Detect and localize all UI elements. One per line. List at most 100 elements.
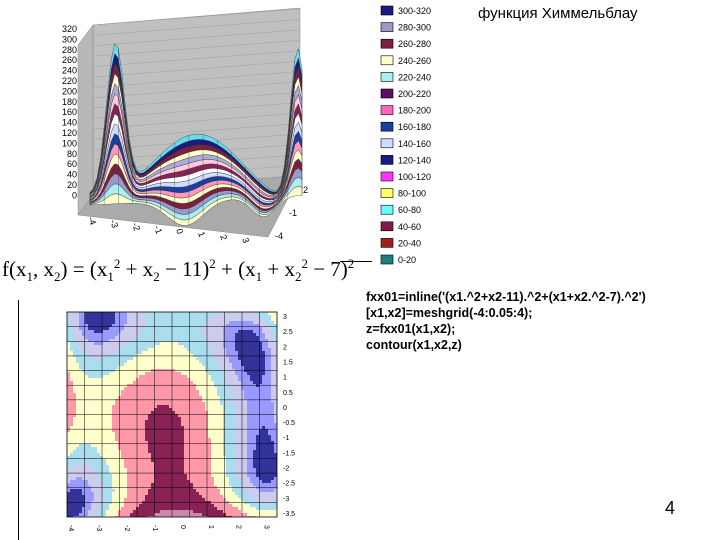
contour-cell (148, 336, 151, 339)
contour-cell (211, 495, 214, 498)
contour-cell (166, 321, 169, 324)
contour-cell (136, 495, 139, 498)
contour-cell (139, 462, 142, 465)
contour-cell (268, 489, 271, 492)
contour-cell (148, 435, 151, 438)
contour-cell (115, 441, 118, 444)
contour-cell (253, 354, 256, 357)
contour-cell (175, 378, 178, 381)
contour-cell (256, 315, 259, 318)
contour-cell (73, 366, 76, 369)
contour-cell (229, 480, 232, 483)
contour-cell (139, 312, 142, 315)
contour-cell (172, 402, 175, 405)
contour-cell (148, 339, 151, 342)
contour-cell (232, 516, 235, 517)
contour-cell (124, 345, 127, 348)
contour-cell (154, 465, 157, 468)
contour-cell (70, 390, 73, 393)
contour-cell (82, 315, 85, 318)
contour-cell (130, 381, 133, 384)
contour-cell (259, 468, 262, 471)
contour-cell (133, 474, 136, 477)
contour-cell (79, 441, 82, 444)
contour-cell (142, 363, 145, 366)
contour-cell (154, 444, 157, 447)
contour-cell (205, 384, 208, 387)
contour-cell (178, 318, 181, 321)
contour-cell (265, 354, 268, 357)
contour-cell (178, 363, 181, 366)
contour-cell (100, 420, 103, 423)
contour-cell (85, 414, 88, 417)
contour-cell (73, 483, 76, 486)
contour-cell (253, 327, 256, 330)
contour-cell (238, 378, 241, 381)
contour-cell (181, 483, 184, 486)
contour-cell (175, 450, 178, 453)
contour-cell (175, 315, 178, 318)
contour-cell (103, 420, 106, 423)
contour-cell (127, 381, 130, 384)
contour-cell (214, 384, 217, 387)
contour-cell (67, 342, 70, 345)
contour-cell (136, 411, 139, 414)
contour-cell (190, 390, 193, 393)
contour-cell (124, 453, 127, 456)
contour-cell (217, 480, 220, 483)
contour-cell (271, 435, 274, 438)
contour-cell (157, 405, 160, 408)
contour-cell (226, 423, 229, 426)
contour-cell (76, 351, 79, 354)
contour-cell (115, 333, 118, 336)
contour-cell (91, 498, 94, 501)
contour-cell (154, 357, 157, 360)
contour-cell (235, 351, 238, 354)
contour-cell (274, 354, 277, 357)
contour-cell (229, 363, 232, 366)
contour-cell (103, 498, 106, 501)
contour-cell (148, 468, 151, 471)
contour-cell (76, 474, 79, 477)
contour-cell (160, 324, 163, 327)
contour-cell (73, 450, 76, 453)
contour-cell (199, 387, 202, 390)
contour-cell (271, 492, 274, 495)
contour-cell (172, 387, 175, 390)
contour-cell (130, 348, 133, 351)
contour-cell (259, 471, 262, 474)
contour-cell (109, 411, 112, 414)
contour-cell (172, 411, 175, 414)
contour-cell (211, 366, 214, 369)
contour-cell (220, 402, 223, 405)
contour-cell (136, 477, 139, 480)
contour-cell (214, 378, 217, 381)
contour-cell (238, 393, 241, 396)
contour-cell (256, 324, 259, 327)
x-axis-ticks: -4 -3 -2 -1 0 1 2 3 (86, 215, 251, 244)
contour-cell (256, 492, 259, 495)
contour-cell (268, 474, 271, 477)
contour-cell (136, 510, 139, 513)
contour-cell (148, 471, 151, 474)
contour-cell (190, 456, 193, 459)
contour-cell (175, 366, 178, 369)
contour-cell (205, 483, 208, 486)
contour-cell (145, 435, 148, 438)
contour-cell (85, 450, 88, 453)
contour-cell (265, 330, 268, 333)
contour-cell (154, 471, 157, 474)
contour-cell (214, 339, 217, 342)
contour-cell (271, 375, 274, 378)
contour-cell (160, 411, 163, 414)
contour-cell (148, 417, 151, 420)
contour-cell (259, 324, 262, 327)
contour-cell (79, 474, 82, 477)
contour-cell (211, 378, 214, 381)
contour-cell (103, 468, 106, 471)
contour-cell (184, 399, 187, 402)
contour-cell (232, 504, 235, 507)
contour-cell (127, 450, 130, 453)
z-tick-label: 20 (67, 180, 77, 190)
contour-cell (202, 321, 205, 324)
